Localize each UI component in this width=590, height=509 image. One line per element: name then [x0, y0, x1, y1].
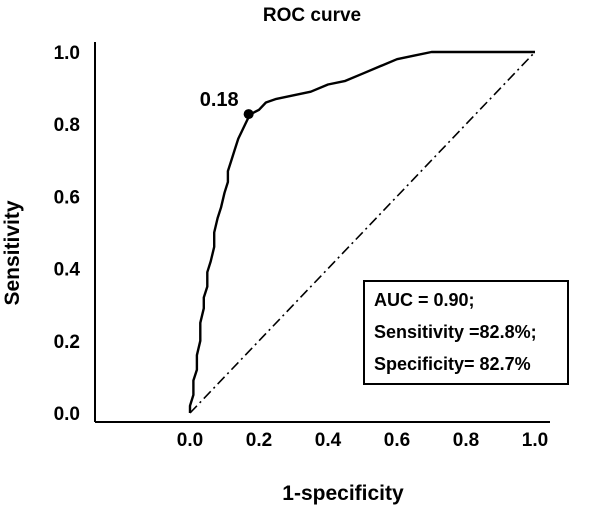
x-tick-labels: 0.0 0.2 0.4 0.6 0.8 1.0 — [177, 430, 548, 451]
x-tick-label: 1.0 — [522, 430, 548, 451]
y-tick-labels: 0.0 0.2 0.4 0.6 0.8 1.0 — [54, 43, 81, 425]
stats-box: AUC = 0.90; Sensitivity =82.8%; Specific… — [363, 280, 569, 385]
y-tick-label: 0.8 — [54, 115, 80, 136]
x-tick-label: 0.0 — [177, 430, 203, 451]
stats-auc: AUC = 0.90; — [374, 290, 475, 310]
stats-sensitivity: Sensitivity =82.8%; — [374, 322, 537, 342]
y-tick-label: 1.0 — [54, 43, 80, 64]
axes — [94, 42, 550, 423]
x-tick-label: 0.4 — [315, 430, 342, 451]
x-tick-label: 0.2 — [246, 430, 272, 451]
chart-title: ROC curve — [263, 5, 361, 26]
roc-curve-line — [188, 50, 535, 413]
y-axis-title: Sensitivity — [1, 200, 24, 305]
stats-specificity: Specificity= 82.7% — [374, 354, 531, 374]
x-tick-label: 0.8 — [453, 430, 479, 451]
x-tick-label: 0.6 — [384, 430, 410, 451]
y-tick-label: 0.6 — [54, 187, 80, 208]
y-tick-label: 0.4 — [54, 260, 81, 281]
cutoff-point-marker — [243, 109, 254, 120]
y-tick-label: 0.2 — [54, 332, 80, 353]
y-tick-label: 0.0 — [54, 404, 80, 425]
stats-box-frame — [363, 280, 569, 385]
cutoff-point-label: 0.18 — [200, 89, 239, 111]
x-axis-title: 1-specificity — [282, 482, 404, 505]
reference-diagonal-line — [189, 51, 536, 414]
